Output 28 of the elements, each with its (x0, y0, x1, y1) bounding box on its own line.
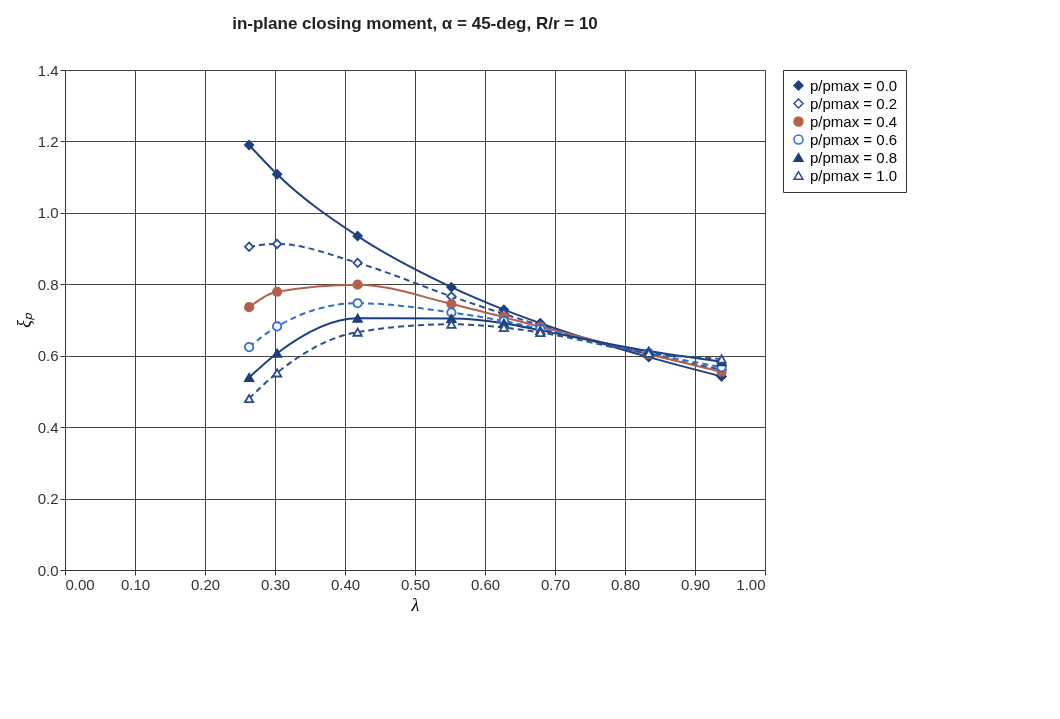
x-tick-label: 0.80 (610, 575, 641, 593)
x-tick-label: 0.70 (540, 575, 571, 593)
x-axis-title: λ (410, 594, 420, 615)
x-tick-label: 0.60 (470, 575, 501, 593)
x-tick-label: 0.20 (190, 575, 221, 593)
x-tick-label: 0.50 (400, 575, 431, 593)
x-tick-label: 0.90 (680, 575, 711, 593)
y-axis-title: ξₚ (13, 312, 35, 328)
legend-label: p/pmax = 0.6 (810, 130, 898, 148)
legend-label: p/pmax = 0.0 (810, 76, 898, 94)
y-tick-label: 1.0 (37, 204, 59, 222)
x-tick-label: 0.00 (65, 575, 95, 593)
chart-title: in-plane closing moment, α = 45-deg, R/r = 10 (232, 14, 598, 33)
y-tick-label: 1.4 (37, 61, 59, 79)
x-tick-label: 0.40 (330, 575, 361, 593)
x-tick-label: 0.10 (120, 575, 151, 593)
legend-label: p/pmax = 1.0 (810, 166, 898, 184)
y-tick-label: 0.4 (37, 418, 59, 436)
y-tick-label: 0.0 (37, 561, 59, 579)
legend-label: p/pmax = 0.4 (810, 112, 898, 130)
x-tick-label: 1.00 (736, 575, 766, 593)
y-tick-label: 0.2 (37, 490, 59, 508)
y-tick-label: 1.2 (37, 132, 59, 150)
y-tick-label: 0.8 (37, 275, 59, 293)
y-tick-label: 0.6 (37, 347, 59, 365)
legend-label: p/pmax = 0.8 (810, 148, 898, 166)
x-tick-label: 0.30 (260, 575, 291, 593)
legend-label: p/pmax = 0.2 (810, 94, 898, 112)
